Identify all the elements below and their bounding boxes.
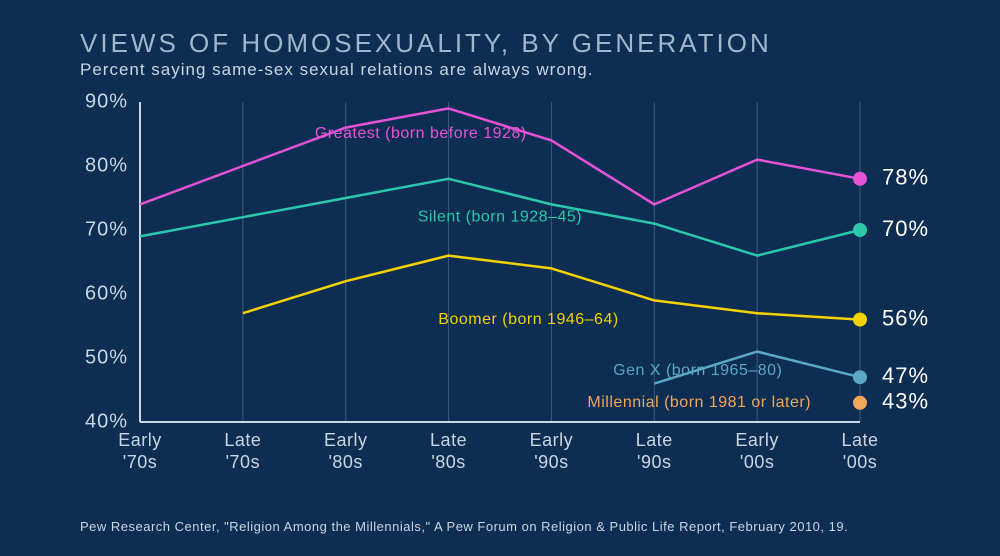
chart-area: 40%50%60%70%80%90%Early'70sLate'70sEarly…	[80, 92, 940, 492]
series-end-label-greatest: 78%	[882, 165, 929, 190]
x-tick-label: Early	[324, 430, 368, 450]
series-name-boomer: Boomer (born 1946–64)	[438, 311, 618, 328]
y-tick-label: 40%	[85, 410, 128, 432]
x-tick-label: Early	[530, 430, 574, 450]
series-name-millennial: Millennial (born 1981 or later)	[587, 394, 811, 411]
series-end-label-boomer: 56%	[882, 305, 929, 330]
series-end-marker-millennial	[853, 396, 867, 410]
x-tick-label: Late	[224, 430, 261, 450]
chart-subtitle: Percent saying same-sex sexual relations…	[80, 60, 593, 80]
y-tick-label: 90%	[85, 92, 128, 112]
y-tick-label: 60%	[85, 282, 128, 304]
x-tick-label: '80s	[431, 452, 465, 472]
series-end-marker-boomer	[853, 313, 867, 327]
x-tick-label: '00s	[740, 452, 774, 472]
y-tick-label: 50%	[85, 346, 128, 368]
series-end-marker-genx	[853, 370, 867, 384]
y-tick-label: 80%	[85, 154, 128, 176]
x-tick-label: '90s	[534, 452, 568, 472]
series-name-greatest: Greatest (born before 1928)	[315, 125, 527, 142]
series-end-label-silent: 70%	[882, 216, 929, 241]
chart-title: VIEWS OF HOMOSEXUALITY, BY GENERATION	[80, 28, 772, 59]
x-tick-label: Late	[636, 430, 673, 450]
x-tick-label: Late	[841, 430, 878, 450]
series-name-silent: Silent (born 1928–45)	[418, 208, 582, 225]
series-end-label-millennial: 43%	[882, 389, 929, 414]
series-line-greatest	[140, 108, 860, 204]
x-tick-label: Early	[735, 430, 779, 450]
series-end-marker-silent	[853, 223, 867, 237]
x-tick-label: '90s	[637, 452, 671, 472]
x-tick-label: '80s	[328, 452, 362, 472]
y-tick-label: 70%	[85, 218, 128, 240]
series-end-label-genx: 47%	[882, 363, 929, 388]
line-chart-svg: 40%50%60%70%80%90%Early'70sLate'70sEarly…	[80, 92, 940, 492]
x-tick-label: '70s	[226, 452, 260, 472]
series-name-genx: Gen X (born 1965–80)	[613, 362, 782, 379]
x-tick-label: Early	[118, 430, 162, 450]
source-citation: Pew Research Center, "Religion Among the…	[80, 519, 848, 534]
x-tick-label: '70s	[123, 452, 157, 472]
series-end-marker-greatest	[853, 172, 867, 186]
x-tick-label: Late	[430, 430, 467, 450]
x-tick-label: '00s	[843, 452, 877, 472]
